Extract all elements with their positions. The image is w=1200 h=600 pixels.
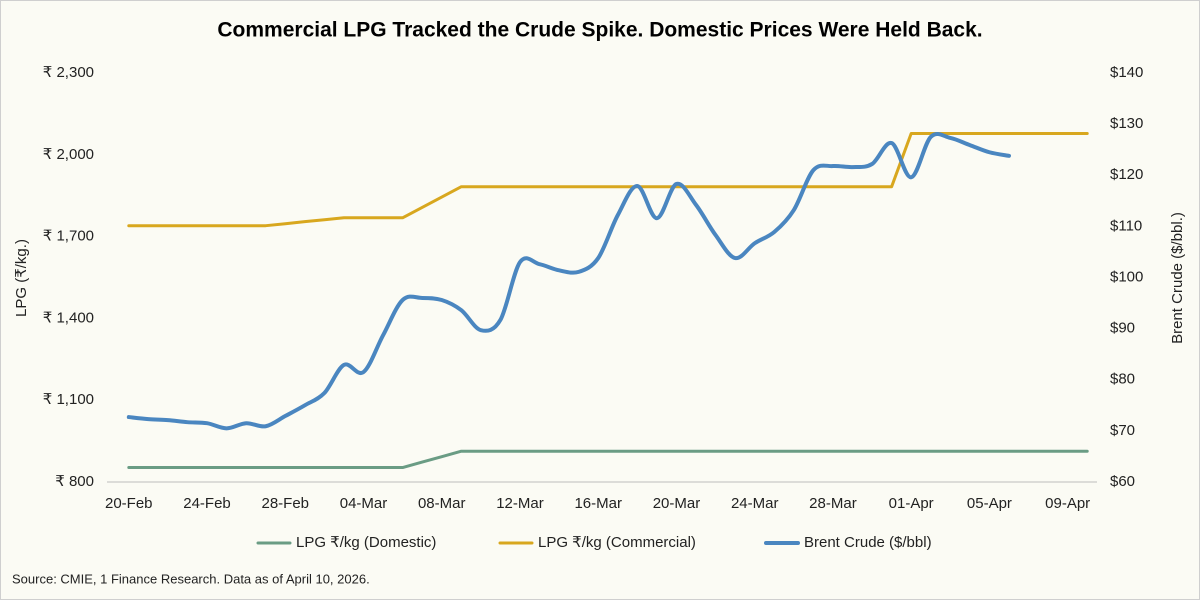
x-tick-label: 24-Mar — [731, 495, 779, 512]
y-tick-label: ₹ 2,000 — [43, 146, 94, 163]
y2-axis-title: Brent Crude ($/bbl.) — [1169, 212, 1186, 344]
y-tick-label: ₹ 2,300 — [43, 64, 94, 81]
chart-title: Commercial LPG Tracked the Crude Spike. … — [217, 19, 982, 42]
x-tick-label: 05-Apr — [967, 495, 1012, 512]
y-tick-label: ₹ 1,100 — [43, 391, 94, 408]
y-axis-title: LPG (₹/kg.) — [13, 239, 30, 317]
x-tick-label: 28-Feb — [261, 495, 309, 512]
y2-tick-label: $90 — [1110, 320, 1135, 337]
x-tick-label: 12-Mar — [496, 495, 544, 512]
x-tick-label: 01-Apr — [889, 495, 934, 512]
x-tick-label: 20-Mar — [653, 495, 701, 512]
x-tick-label: 20-Feb — [105, 495, 153, 512]
y2-tick-label: $130 — [1110, 115, 1143, 132]
y2-tick-label: $60 — [1110, 473, 1135, 490]
legend-label: Brent Crude ($/bbl) — [804, 534, 932, 551]
legend-label: LPG ₹/kg (Domestic) — [296, 534, 436, 551]
y2-tick-label: $110 — [1110, 217, 1142, 234]
data-line — [127, 449, 1089, 470]
data-line — [126, 131, 1011, 431]
x-tick-label: 28-Mar — [809, 495, 857, 512]
x-tick-label: 09-Apr — [1045, 495, 1090, 512]
x-tick-label: 08-Mar — [418, 495, 466, 512]
y2-tick-label: $140 — [1110, 64, 1143, 81]
x-tick-label: 24-Feb — [183, 495, 231, 512]
y-tick-label: ₹ 1,700 — [43, 228, 94, 245]
x-tick-label: 16-Mar — [574, 495, 622, 512]
y-tick-label: ₹ 1,400 — [43, 309, 94, 326]
y2-tick-label: $120 — [1110, 166, 1143, 183]
x-tick-label: 04-Mar — [340, 495, 388, 512]
y2-tick-label: $70 — [1110, 422, 1135, 439]
data-line — [127, 132, 1089, 228]
legend-label: LPG ₹/kg (Commercial) — [538, 534, 696, 551]
y2-tick-label: $100 — [1110, 268, 1143, 285]
source-note: Source: CMIE, 1 Finance Research. Data a… — [12, 571, 370, 586]
y2-tick-label: $80 — [1110, 371, 1135, 388]
y-tick-label: ₹ 800 — [55, 473, 94, 490]
